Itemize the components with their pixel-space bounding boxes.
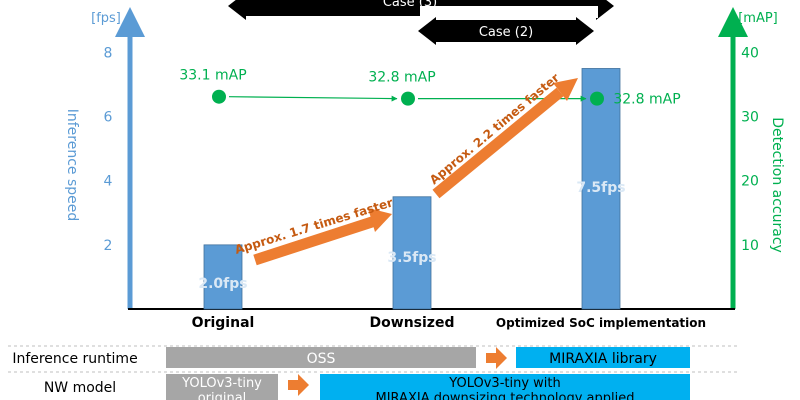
bar (581, 68, 621, 310)
right-tick-label: 40 (741, 45, 759, 61)
runtime-arrow (486, 347, 507, 369)
model-original-text: YOLOv3-tiny (181, 376, 262, 391)
right-axis-label: Detection accuracy (769, 117, 785, 253)
runtime-oss-box (166, 347, 476, 368)
model-miraxia-text: YOLOv3-tiny with (448, 376, 560, 391)
right-tick-label: 20 (741, 174, 759, 190)
left-axis-label: Inference speed (64, 109, 80, 222)
category-label: Original (192, 315, 255, 331)
growth-arrow-1 (253, 208, 392, 266)
bar (392, 196, 432, 310)
left-tick-label: 4 (104, 174, 113, 190)
case-2-bracket: Case (2) (418, 17, 594, 45)
accuracy-label: 32.8 mAP (613, 92, 680, 108)
model-arrow (288, 374, 309, 396)
model-miraxia-box (320, 374, 690, 400)
case-2-label: Case (2) (479, 25, 533, 40)
bar (203, 244, 243, 310)
case-3-label: Case (3) (383, 0, 437, 10)
model-original-text2: original (198, 391, 247, 400)
model-miraxia-text2: MIRAXIA downsizing technology applied (376, 391, 635, 400)
category-label: Optimized SoC implementation (496, 316, 706, 330)
accuracy-label: 32.8 mAP (368, 70, 435, 86)
bar-value-label: 3.5fps (387, 250, 436, 266)
row-label-model: NW model (44, 380, 116, 396)
right-tick-label: 10 (741, 238, 759, 254)
runtime-oss-text: OSS (307, 351, 336, 367)
runtime-miraxia-text: MIRAXIA library (549, 351, 657, 367)
left-tick-label: 8 (104, 45, 113, 61)
right-axis-unit: [mAP] (738, 11, 778, 26)
accuracy-line (228, 95, 398, 102)
right-tick-label: 30 (741, 110, 759, 126)
growth-arrow-2 (432, 78, 578, 199)
row-label-runtime: Inference runtime (12, 351, 137, 367)
accuracy-point (401, 91, 415, 106)
category-label: Downsized (370, 315, 455, 331)
bar-value-label: 7.5fps (576, 180, 625, 196)
left-tick-label: 6 (104, 110, 113, 126)
bar-value-label: 2.0fps (198, 276, 247, 292)
model-original-box (166, 374, 278, 400)
accuracy-point (212, 89, 226, 104)
left-tick-label: 2 (104, 238, 113, 254)
left-axis-unit: [fps] (91, 11, 121, 26)
accuracy-label: 33.1 mAP (179, 68, 246, 84)
case-3-bracket: Case (3) (228, 0, 614, 20)
accuracy-point (590, 91, 604, 106)
annotation-2: Approx. 2.2 times faster (427, 71, 562, 188)
runtime-miraxia-box (516, 347, 690, 368)
